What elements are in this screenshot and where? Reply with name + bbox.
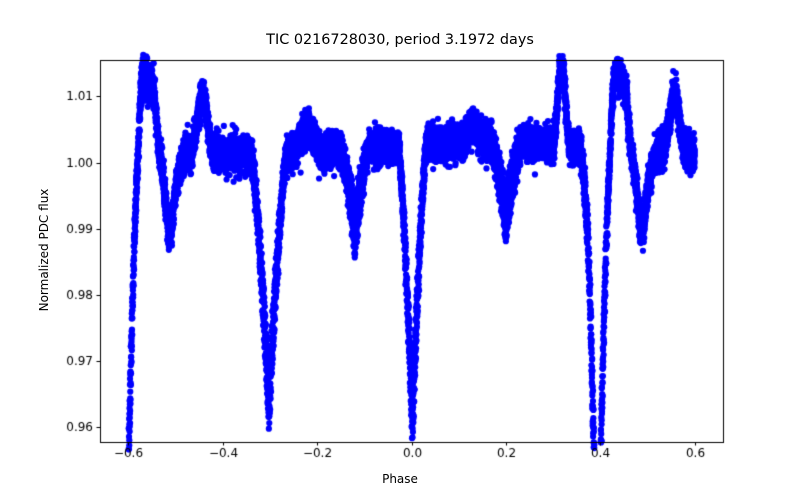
- scatter-plot-canvas: [0, 0, 800, 500]
- figure-canvas-container: TIC 0216728030, period 3.1972 days Phase…: [0, 0, 800, 500]
